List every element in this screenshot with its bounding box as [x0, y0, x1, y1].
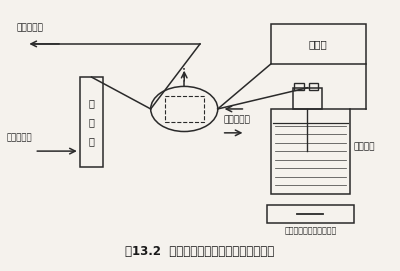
Bar — [267, 205, 354, 223]
Text: 四方コック: 四方コック — [224, 115, 250, 124]
Bar — [165, 96, 204, 122]
Text: 計: 計 — [88, 136, 94, 146]
Bar — [294, 83, 304, 90]
Text: バーナーへ: バーナーへ — [16, 24, 44, 33]
Text: 反応容器: 反応容器 — [354, 143, 375, 152]
Text: 流: 流 — [88, 99, 94, 109]
Text: 貯留器: 貯留器 — [309, 39, 328, 49]
Text: 図13.2  水素化ひ素発生装置構成（一例）: 図13.2 水素化ひ素発生装置構成（一例） — [125, 245, 275, 258]
Bar — [293, 88, 322, 109]
Bar — [271, 109, 350, 194]
Bar — [80, 77, 103, 167]
Text: 量: 量 — [88, 117, 94, 127]
Text: ・アルゴン: ・アルゴン — [7, 134, 32, 143]
Text: マグネチックスターラー: マグネチックスターラー — [284, 227, 336, 236]
Bar — [309, 83, 318, 90]
Bar — [271, 24, 366, 64]
